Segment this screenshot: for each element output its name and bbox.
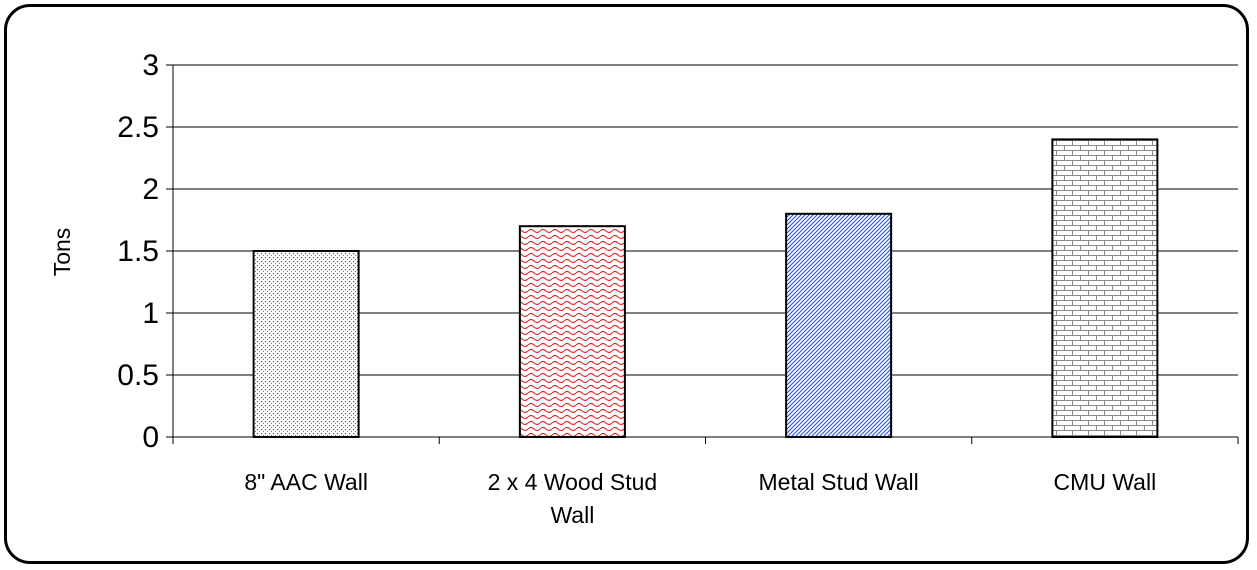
x-category-label: 2 x 4 Wood Stud bbox=[488, 469, 658, 495]
y-axis-title: Tons bbox=[49, 228, 75, 277]
y-tick-label: 0.5 bbox=[117, 359, 159, 392]
y-tick-label: 1.5 bbox=[117, 235, 159, 268]
x-category-label: Wall bbox=[550, 502, 594, 528]
y-tick-label: 2.5 bbox=[117, 111, 159, 144]
bar bbox=[786, 214, 891, 437]
x-category-label: 8" AAC Wall bbox=[244, 469, 368, 495]
y-tick-label: 0 bbox=[142, 421, 159, 454]
y-tick-label: 2 bbox=[142, 173, 159, 206]
x-category-label: Metal Stud Wall bbox=[759, 469, 919, 495]
bar bbox=[254, 251, 359, 437]
x-category-label: CMU Wall bbox=[1054, 469, 1157, 495]
bar bbox=[520, 226, 625, 437]
y-tick-label: 1 bbox=[142, 297, 159, 330]
bar bbox=[1052, 139, 1157, 437]
y-tick-label: 3 bbox=[142, 49, 159, 82]
bars bbox=[254, 139, 1158, 437]
